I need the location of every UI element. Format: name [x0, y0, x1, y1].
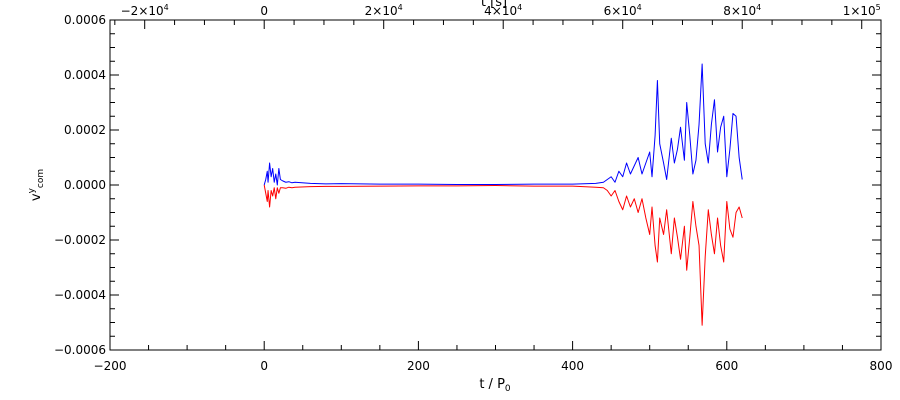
x-axis-title: t / P0: [479, 377, 511, 394]
series-layer: [263, 63, 743, 326]
y-axis-title: vycom: [27, 169, 46, 201]
top-tick-label: 0: [260, 4, 268, 18]
x-tick-label: −200: [94, 359, 127, 373]
right-axis: [872, 19, 881, 351]
left-axis: −0.0006 −0.0004 −0.0002 0.0000 0.0002 0.0004 0…: [54, 13, 119, 357]
x-tick-label: 0: [260, 359, 268, 373]
y-tick-label: 0.0002: [64, 123, 106, 137]
x-tick-label: 400: [561, 359, 584, 373]
y-axis-title-sup: y: [27, 187, 37, 193]
x-tick-label: 600: [715, 359, 738, 373]
top-tick-label: −2×104: [121, 3, 169, 18]
top-tick-label: 6×104: [604, 3, 642, 18]
bottom-axis: −200 0 200 400 600 800: [94, 341, 893, 373]
y-tick-label: 0.0004: [64, 68, 106, 82]
series-red-line: [263, 184, 743, 326]
x-axis-title-main: t / P: [479, 377, 505, 392]
y-axis-title-main: v: [29, 193, 44, 201]
top-axis: −2×104 0 2×104 4×104 6×104 8×104 1×105: [114, 3, 881, 29]
top-tick-label: 4×104: [484, 3, 522, 18]
x-tick-label: 800: [870, 359, 893, 373]
y-tick-label: −0.0006: [54, 343, 106, 357]
series-blue-line: [263, 63, 743, 186]
x-tick-label: 200: [407, 359, 430, 373]
y-tick-label: −0.0002: [54, 233, 106, 247]
y-axis-title-sub: com: [36, 169, 46, 188]
top-axis-title: t [s]: [481, 0, 507, 10]
y-tick-label: 0.0000: [64, 178, 106, 192]
y-tick-label: 0.0006: [64, 13, 106, 27]
y-tick-label: −0.0004: [54, 288, 106, 302]
top-tick-label: 1×105: [843, 3, 881, 18]
top-tick-label: 8×104: [723, 3, 761, 18]
x-axis-title-sub: 0: [505, 384, 511, 394]
top-tick-label: 2×104: [365, 3, 403, 18]
